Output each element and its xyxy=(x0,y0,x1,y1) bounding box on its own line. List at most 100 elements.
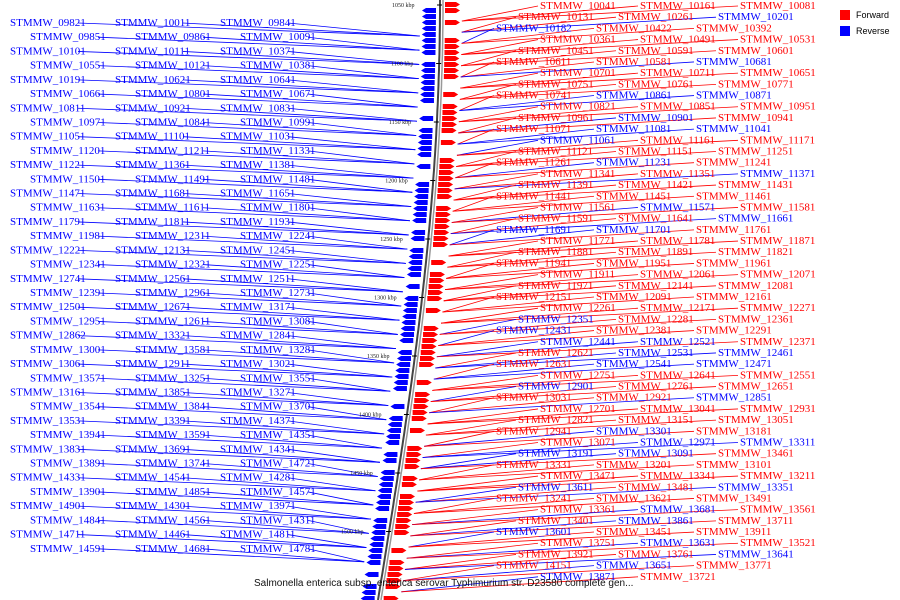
forward-gene-label[interactable]: STMMW_13461 xyxy=(718,448,794,460)
forward-gene-label[interactable]: STMMW_13761 xyxy=(618,548,694,560)
reverse-gene-label[interactable]: STMMW_12431 xyxy=(496,325,572,337)
forward-gene-label[interactable]: STMMW_11961 xyxy=(696,257,771,269)
forward-gene-label[interactable]: STMMW_11341 xyxy=(540,168,615,180)
forward-gene-label[interactable]: STMMW_11971 xyxy=(518,280,593,292)
reverse-gene-label[interactable]: STMMW_12671 xyxy=(115,301,191,313)
reverse-gene-label[interactable]: STMMW_10801 xyxy=(135,88,211,100)
reverse-gene-label[interactable]: STMMW_13171 xyxy=(220,301,296,313)
reverse-gene-label[interactable]: STMMW_10861 xyxy=(596,90,672,102)
reverse-gene-label[interactable]: STMMW_14341 xyxy=(220,443,296,455)
forward-gene-label[interactable]: STMMW_10361 xyxy=(540,34,616,46)
reverse-gene-label[interactable]: STMMW_11061 xyxy=(540,134,615,146)
forward-gene-label[interactable]: STMMW_13481 xyxy=(618,481,694,493)
reverse-gene-label[interactable]: STMMW_12131 xyxy=(115,244,191,256)
forward-gene-label[interactable]: STMMW_11881 xyxy=(518,246,593,258)
reverse-gene-label[interactable]: STMMW_10091 xyxy=(240,31,316,43)
reverse-gene-label[interactable]: STMMW_13281 xyxy=(240,344,316,356)
forward-gene-label[interactable]: STMMW_13621 xyxy=(596,492,672,504)
reverse-gene-label[interactable]: STMMW_12241 xyxy=(240,230,316,242)
forward-gene-label[interactable]: STMMW_12631 xyxy=(496,358,572,370)
reverse-gene-label[interactable]: STMMW_12321 xyxy=(135,259,211,271)
reverse-gene-label[interactable]: STMMW_14851 xyxy=(135,486,211,498)
reverse-gene-label[interactable]: STMMW_11811 xyxy=(115,216,190,228)
reverse-gene-label[interactable]: STMMW_13901 xyxy=(30,486,106,498)
forward-gene-label[interactable]: STMMW_10761 xyxy=(618,78,694,90)
forward-gene-label[interactable]: STMMW_11241 xyxy=(696,157,771,169)
reverse-gene-label[interactable]: STMMW_14901 xyxy=(10,500,86,512)
forward-gene-label[interactable]: STMMW_12141 xyxy=(618,280,694,292)
reverse-gene-label[interactable]: STMMW_10551 xyxy=(30,60,106,72)
reverse-gene-label[interactable]: STMMW_11651 xyxy=(220,188,295,200)
reverse-gene-label[interactable]: STMMW_10621 xyxy=(115,74,191,86)
reverse-gene-label[interactable]: STMMW_14681 xyxy=(135,543,211,555)
forward-gene-label[interactable]: STMMW_11911 xyxy=(540,269,615,281)
forward-gene-label[interactable]: STMMW_11771 xyxy=(540,235,615,247)
reverse-gene-label[interactable]: STMMW_10121 xyxy=(135,60,211,72)
forward-gene-label[interactable]: STMMW_11941 xyxy=(496,257,571,269)
reverse-gene-label[interactable]: STMMW_14351 xyxy=(240,429,316,441)
reverse-gene-label[interactable]: STMMW_13741 xyxy=(135,458,211,470)
reverse-gene-label[interactable]: STMMW_11231 xyxy=(596,157,671,169)
forward-gene-label[interactable]: STMMW_13751 xyxy=(540,537,616,549)
reverse-gene-label[interactable]: STMMW_11701 xyxy=(596,224,671,236)
reverse-gene-label[interactable]: STMMW_11981 xyxy=(30,230,105,242)
reverse-gene-label[interactable]: STMMW_12531 xyxy=(618,347,694,359)
reverse-gene-label[interactable]: STMMW_11471 xyxy=(10,188,85,200)
forward-gene-label[interactable]: STMMW_13181 xyxy=(696,425,772,437)
reverse-gene-label[interactable]: STMMW_11201 xyxy=(30,145,105,157)
reverse-gene-label[interactable]: STMMW_13551 xyxy=(240,372,316,384)
forward-gene-label[interactable]: STMMW_10851 xyxy=(640,101,716,113)
forward-gene-label[interactable]: STMMW_11441 xyxy=(496,190,571,202)
forward-gene-label[interactable]: STMMW_10651 xyxy=(740,67,816,79)
reverse-gene-label[interactable]: STMMW_13271 xyxy=(220,386,296,398)
reverse-gene-label[interactable]: STMMW_09821 xyxy=(10,17,86,29)
forward-gene-label[interactable]: STMMW_10131 xyxy=(518,11,594,23)
reverse-gene-label[interactable]: STMMW_13591 xyxy=(135,429,211,441)
reverse-gene-label[interactable]: STMMW_09851 xyxy=(30,31,106,43)
reverse-gene-label[interactable]: STMMW_11791 xyxy=(10,216,85,228)
reverse-gene-label[interactable]: STMMW_14281 xyxy=(220,472,296,484)
forward-gene-label[interactable]: STMMW_12761 xyxy=(618,381,694,393)
forward-gene-label[interactable]: STMMW_12361 xyxy=(718,313,794,325)
forward-gene-label[interactable]: STMMW_11151 xyxy=(618,146,693,158)
forward-gene-label[interactable]: STMMW_13911 xyxy=(696,526,771,538)
reverse-gene-label[interactable]: STMMW_14331 xyxy=(10,472,86,484)
reverse-gene-label[interactable]: STMMW_12341 xyxy=(30,259,106,271)
reverse-gene-label[interactable]: STMMW_12521 xyxy=(640,336,716,348)
forward-gene-label[interactable]: STMMW_12821 xyxy=(518,414,594,426)
forward-gene-label[interactable]: STMMW_10491 xyxy=(640,34,716,46)
reverse-gene-label[interactable]: STMMW_11571 xyxy=(640,201,715,213)
forward-gene-label[interactable]: STMMW_12261 xyxy=(540,302,616,314)
reverse-gene-label[interactable]: STMMW_14371 xyxy=(220,415,296,427)
reverse-gene-label[interactable]: STMMW_11501 xyxy=(30,173,105,185)
reverse-gene-label[interactable]: STMMW_11051 xyxy=(10,131,85,143)
forward-gene-label[interactable]: STMMW_11891 xyxy=(618,246,693,258)
reverse-gene-label[interactable]: STMMW_14721 xyxy=(240,458,316,470)
reverse-gene-label[interactable]: STMMW_14571 xyxy=(240,486,316,498)
forward-gene-label[interactable]: STMMW_10951 xyxy=(740,101,816,113)
reverse-gene-label[interactable]: STMMW_13091 xyxy=(618,448,694,460)
forward-gene-label[interactable]: STMMW_10711 xyxy=(640,67,715,79)
reverse-gene-label[interactable]: STMMW_12391 xyxy=(30,287,106,299)
reverse-gene-label[interactable]: STMMW_11611 xyxy=(135,202,210,214)
reverse-gene-label[interactable]: STMMW_10101 xyxy=(10,45,86,57)
reverse-gene-label[interactable]: STMMW_13651 xyxy=(596,560,672,572)
forward-gene-label[interactable]: STMMW_12271 xyxy=(740,302,816,314)
reverse-gene-label[interactable]: STMMW_12441 xyxy=(540,336,616,348)
forward-gene-label[interactable]: STMMW_11451 xyxy=(596,190,671,202)
reverse-gene-label[interactable]: STMMW_13681 xyxy=(640,504,716,516)
forward-gene-label[interactable]: STMMW_13711 xyxy=(718,515,793,527)
reverse-gene-label[interactable]: STMMW_12471 xyxy=(696,358,772,370)
reverse-gene-label[interactable]: STMMW_10811 xyxy=(10,102,85,114)
forward-gene-label[interactable]: STMMW_11781 xyxy=(640,235,715,247)
reverse-gene-label[interactable]: STMMW_10182 xyxy=(496,22,572,34)
reverse-gene-label[interactable]: STMMW_11331 xyxy=(240,145,315,157)
reverse-gene-label[interactable]: STMMW_12841 xyxy=(220,330,296,342)
reverse-gene-label[interactable]: STMMW_10871 xyxy=(696,90,772,102)
forward-gene-label[interactable]: STMMW_11071 xyxy=(496,123,571,135)
reverse-gene-label[interactable]: STMMW_11041 xyxy=(696,123,771,135)
reverse-gene-label[interactable]: STMMW_14311 xyxy=(240,514,315,526)
forward-gene-label[interactable]: STMMW_13521 xyxy=(740,537,816,549)
reverse-gene-label[interactable]: STMMW_13531 xyxy=(10,415,86,427)
forward-gene-label[interactable]: STMMW_10741 xyxy=(496,90,572,102)
